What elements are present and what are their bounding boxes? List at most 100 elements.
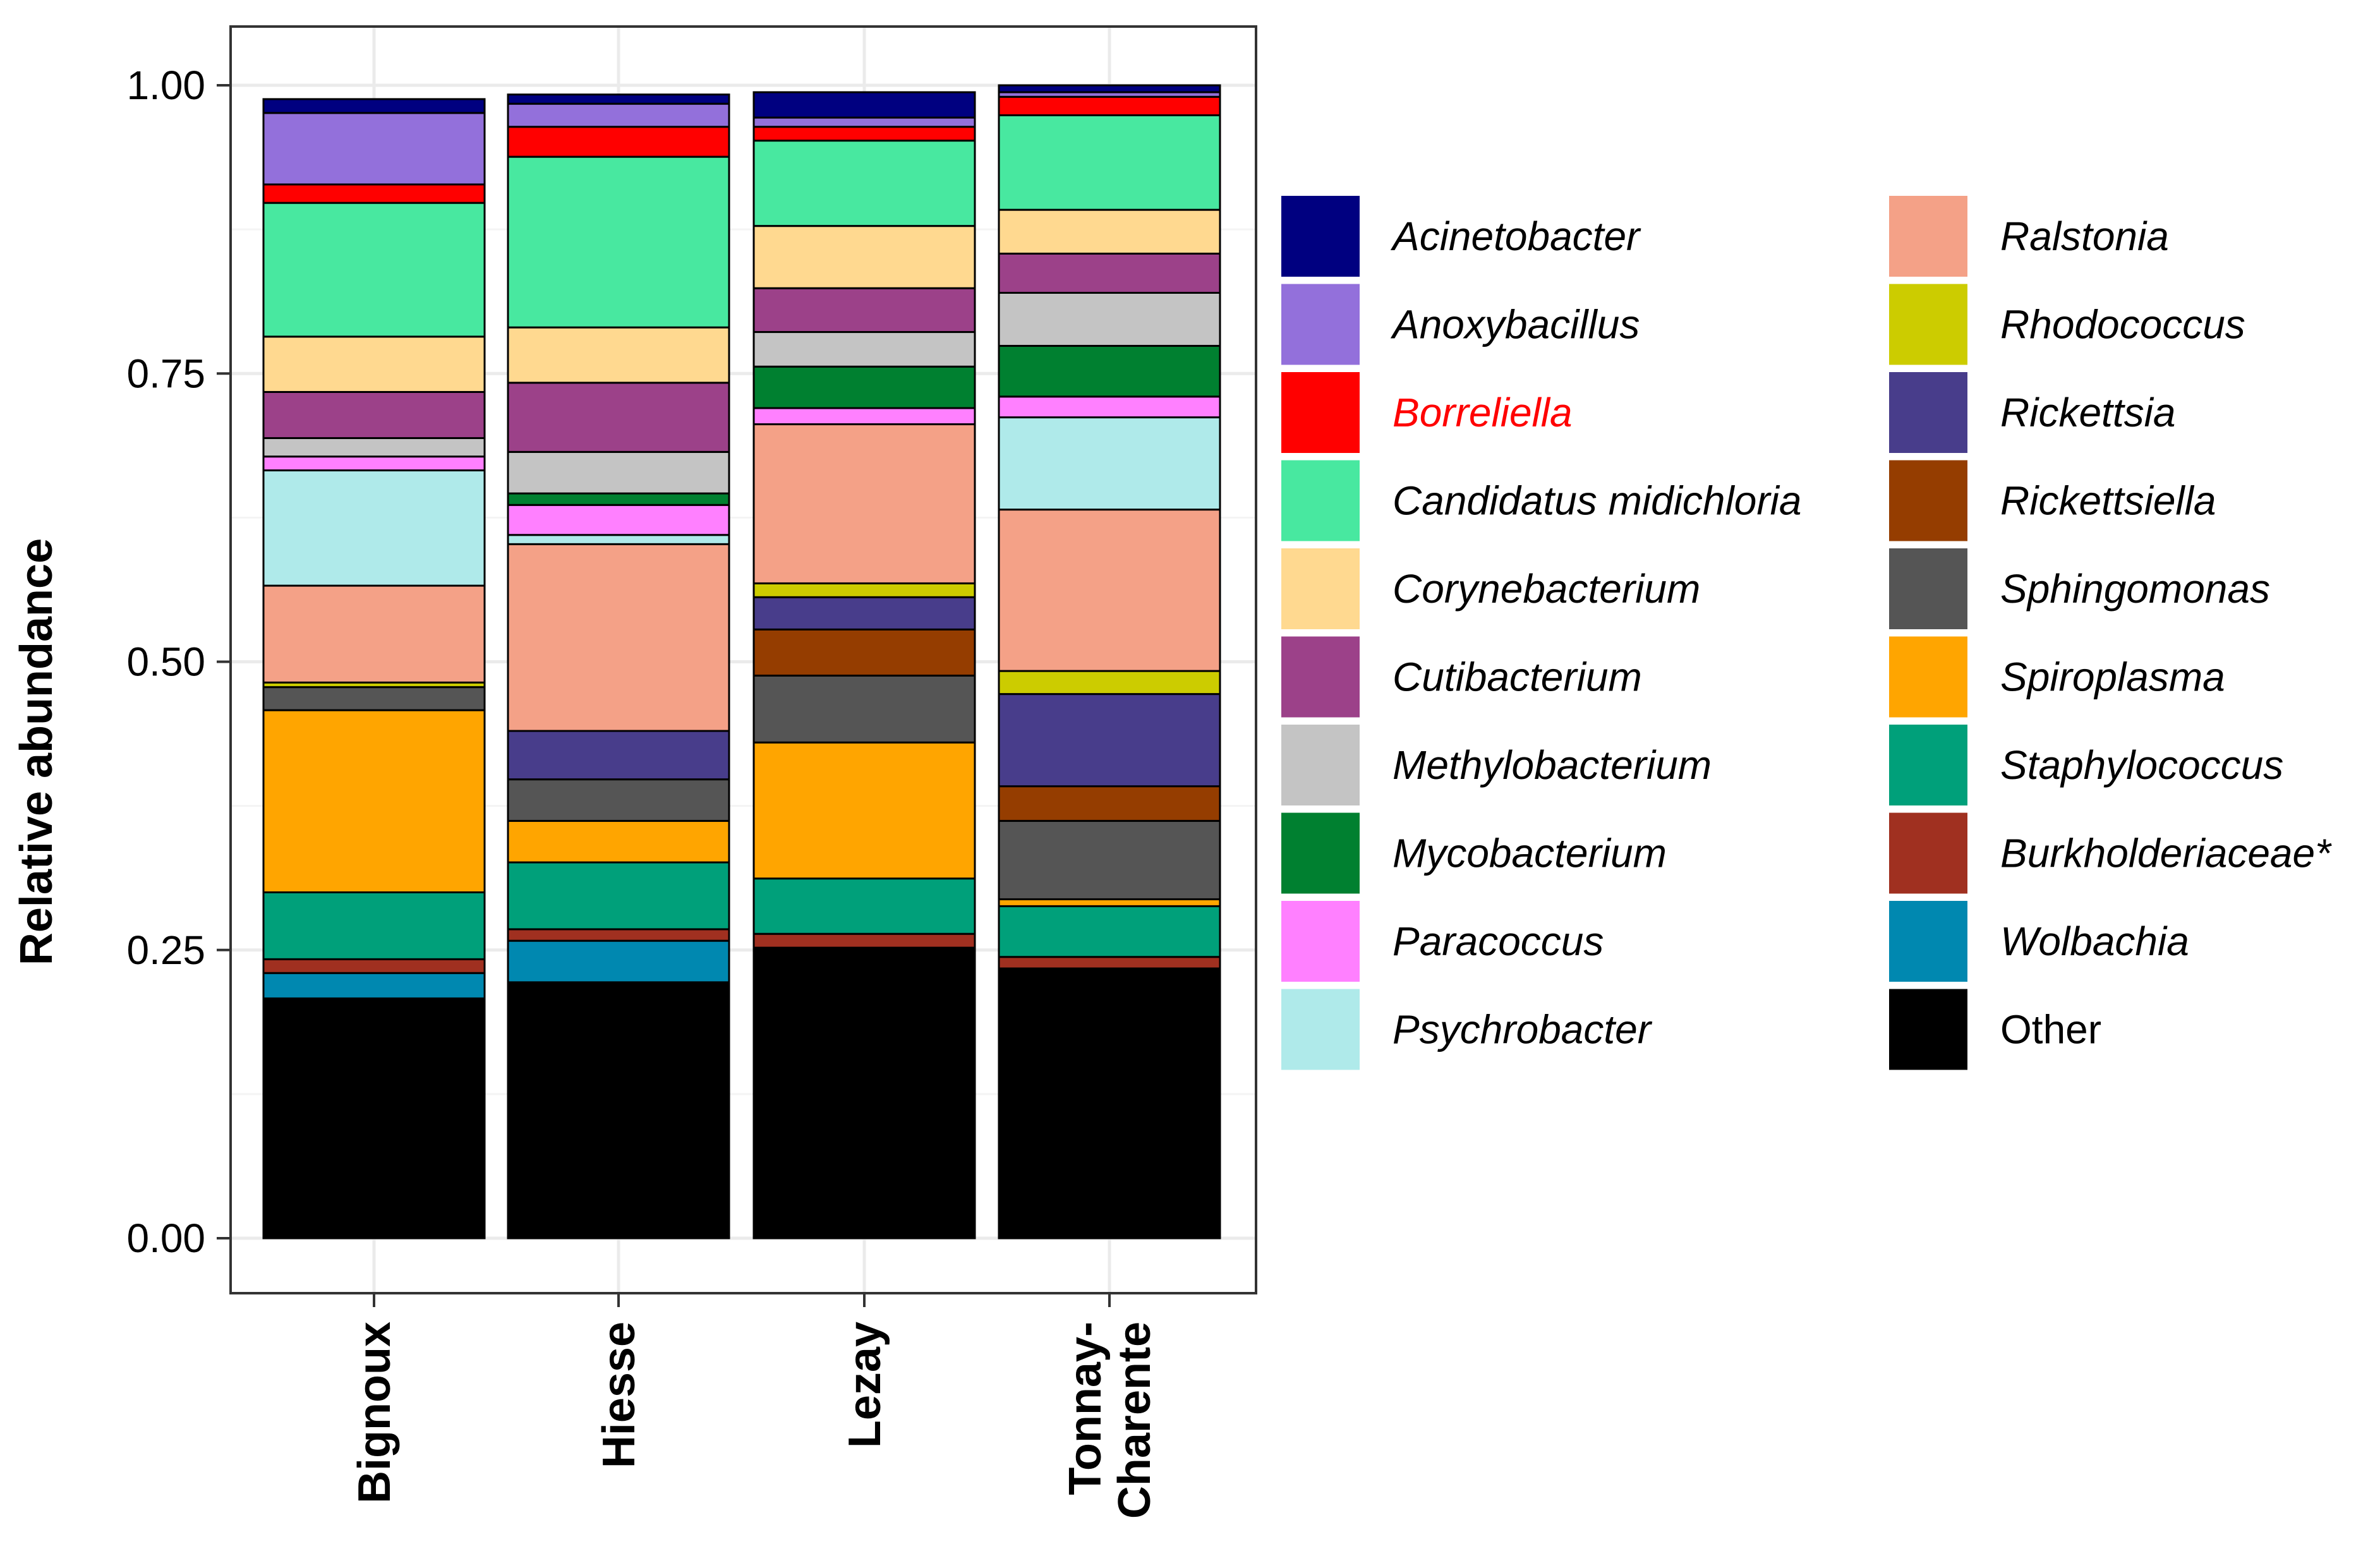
legend-key — [1281, 284, 1360, 365]
y-axis-title: Relative abundance — [11, 538, 62, 965]
axes: 0.00 0.25 0.50 0.75 1.00 Bignoux Hiesse Lezay To… — [126, 63, 1160, 1519]
bar-segment — [507, 778, 730, 822]
bar-segment — [262, 455, 486, 472]
bar-segment — [262, 584, 486, 684]
bar-segment — [262, 390, 486, 439]
bar-stacks — [262, 84, 1221, 1239]
bar-segment — [262, 98, 486, 114]
bar-segment — [752, 140, 976, 227]
bar-segment — [752, 423, 976, 584]
legend: Acinetobacter Anoxybacillus Borreliella Can… — [1281, 196, 2332, 1070]
legend-key — [1281, 725, 1360, 805]
bar-segment — [998, 292, 1221, 347]
legend-label: Cutibacterium — [1392, 654, 1642, 700]
bar-segment — [752, 628, 976, 677]
legend-key — [1889, 636, 1967, 718]
legend-key — [1889, 548, 1967, 629]
bar-segment — [507, 504, 730, 536]
bar-segment — [262, 686, 486, 711]
bar-segment — [752, 287, 976, 334]
bar-segment — [752, 126, 976, 142]
bar-segment — [998, 693, 1221, 788]
bar-segment — [507, 93, 730, 105]
bar-segment — [998, 252, 1221, 294]
legend-label: Ralstonia — [2000, 214, 2169, 259]
legend-label: Methylobacterium — [1392, 742, 1712, 788]
legend-key — [1281, 989, 1360, 1070]
bar-segment — [752, 365, 976, 409]
bar-segment — [507, 534, 730, 545]
bar-segment — [998, 819, 1221, 900]
bar-segment — [262, 997, 486, 1239]
bar-segment — [752, 596, 976, 630]
bar-segment — [507, 382, 730, 453]
legend-label: Rickettsiella — [2000, 478, 2216, 524]
legend-label: Psychrobacter — [1392, 1007, 1653, 1052]
bar-segment — [752, 946, 976, 1239]
bar-segment — [998, 967, 1221, 1239]
x-tick-label: Hiesse — [594, 1322, 644, 1468]
bar-segment — [752, 331, 976, 368]
bar-segment — [752, 582, 976, 598]
legend-label: Burkholderiaceae* — [2000, 831, 2332, 876]
bar-segment — [507, 730, 730, 781]
legend-label: Anoxybacillus — [1390, 302, 1640, 347]
legend-key — [1889, 284, 1967, 365]
legend-key — [1889, 725, 1967, 805]
bar-segment — [752, 116, 976, 128]
legend-label: Rhodococcus — [2000, 302, 2245, 347]
y-tick-label: 0.25 — [126, 927, 205, 973]
bar-segment — [998, 95, 1221, 116]
legend-key — [1281, 548, 1360, 629]
bar-segment — [998, 416, 1221, 511]
bar-segment — [507, 819, 730, 864]
bar-segment — [998, 956, 1221, 970]
legend-key — [1281, 460, 1360, 541]
bar-segment — [752, 91, 976, 119]
legend-key — [1889, 460, 1967, 541]
bar-segment — [507, 861, 730, 931]
legend-key — [1889, 901, 1967, 982]
bar-segment — [998, 84, 1221, 93]
bar-segment — [752, 741, 976, 880]
legend-key — [1889, 372, 1967, 453]
legend-label: Rickettsia — [2000, 390, 2175, 435]
bar-segment — [507, 543, 730, 732]
legend-label: Wolbachia — [2000, 919, 2189, 964]
legend-label: Mycobacterium — [1392, 831, 1667, 876]
bar-segment — [998, 114, 1221, 211]
bar-segment — [262, 891, 486, 960]
bar-segment — [998, 344, 1221, 398]
bar-segment — [998, 208, 1221, 255]
legend-label: Corynebacterium — [1392, 566, 1700, 612]
legend-key — [1281, 372, 1360, 453]
legend-label: Other — [2000, 1007, 2101, 1052]
bar-segment — [507, 155, 730, 329]
y-tick-label: 0.50 — [126, 639, 205, 685]
bar-segment — [262, 335, 486, 393]
legend-label: Sphingomonas — [2000, 566, 2270, 612]
legend-label: Borreliella — [1392, 390, 1573, 435]
bar-segment — [507, 939, 730, 984]
bar-segment — [507, 326, 730, 384]
bar-segment — [262, 183, 486, 204]
y-tick-label: 1.00 — [126, 63, 205, 108]
plot-panel-border — [229, 25, 1257, 1294]
legend-key — [1281, 196, 1360, 277]
bar-segment — [752, 877, 976, 935]
bar-segment — [262, 202, 486, 338]
bar-segment — [262, 958, 486, 974]
legend-label: Candidatus midichloria — [1392, 478, 1801, 524]
bar-segment — [507, 102, 730, 128]
bar-segment — [752, 225, 976, 289]
bar-segment — [507, 928, 730, 942]
bar-segment — [262, 437, 486, 458]
bar-segment — [752, 674, 976, 744]
bar-segment — [998, 670, 1221, 696]
bar-segment — [998, 898, 1221, 907]
legend-key — [1889, 989, 1967, 1070]
legend-key — [1889, 812, 1967, 894]
bar-segment — [752, 407, 976, 426]
bar-segment — [998, 395, 1221, 419]
bar-segment — [262, 972, 486, 999]
